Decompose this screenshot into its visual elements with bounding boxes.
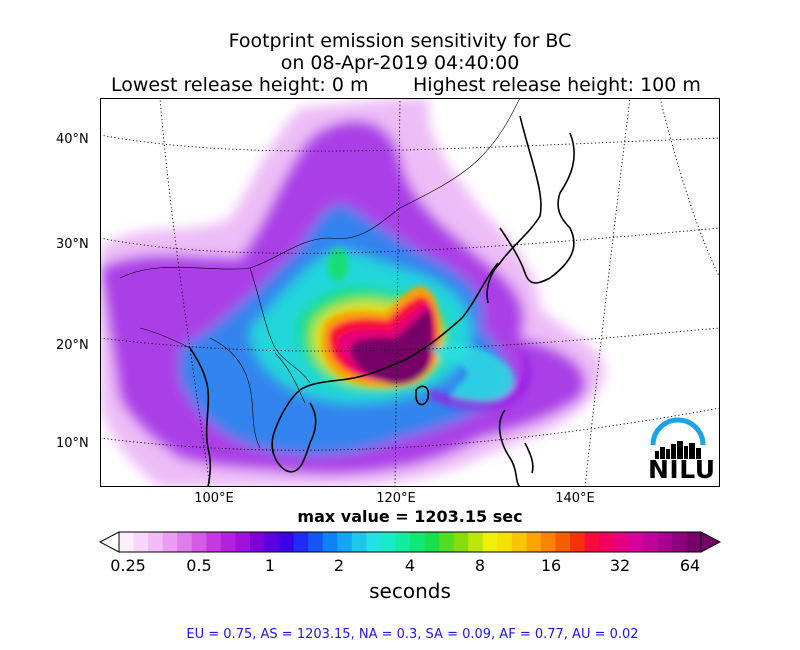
- colorbar-tick: 32: [609, 556, 631, 575]
- logo-text: NILU: [648, 455, 716, 484]
- lat-label-40: 40°N: [56, 132, 89, 147]
- colorbar-max-extension: [700, 531, 721, 553]
- colorbar: [99, 531, 721, 553]
- title-line-2: on 08-Apr-2019 04:40:00: [280, 52, 520, 74]
- colorbar-swatch: [279, 532, 294, 552]
- colorbar-swatch: [293, 532, 309, 552]
- colorbar-frame: [118, 531, 702, 553]
- lat-label-30: 30°N: [56, 237, 89, 252]
- colorbar-tick: 64: [679, 556, 701, 575]
- colorbar-tick: 0.25: [110, 556, 146, 575]
- colorbar-swatch: [337, 532, 353, 552]
- graticule: [100, 98, 720, 487]
- colorbar-tick: 2: [333, 556, 345, 575]
- colorbar-swatch: [613, 532, 629, 552]
- country-borders: [119, 98, 521, 449]
- lon-label-100: 100°E: [194, 491, 234, 506]
- colorbar-swatch: [599, 532, 615, 552]
- colorbar-min-extension: [99, 531, 120, 553]
- colorbar-swatch: [453, 532, 469, 552]
- colorbar-tick: 0.5: [186, 556, 212, 575]
- colorbar-swatch: [468, 532, 484, 552]
- colorbar-swatch: [162, 532, 178, 552]
- colorbar-swatch: [410, 532, 425, 552]
- colorbar-swatch: [642, 532, 658, 552]
- colorbar-swatch: [380, 532, 396, 552]
- colorbar-swatch: [671, 532, 687, 552]
- region-values: EU = 0.75, AS = 1203.15, NA = 0.3, SA = …: [186, 627, 639, 642]
- colorbar-swatch: [119, 532, 134, 552]
- colorbar-swatch: [264, 532, 280, 552]
- lon-label-140: 140°E: [555, 491, 595, 506]
- colorbar-swatch: [555, 532, 571, 552]
- colorbar-swatch: [686, 532, 702, 552]
- colorbar-tick: 1: [264, 556, 276, 575]
- colorbar-swatch: [511, 532, 527, 552]
- colorbar-swatch: [206, 532, 222, 552]
- colorbar-swatch: [657, 532, 673, 552]
- colorbar-tick: 4: [404, 556, 416, 575]
- colorbar-swatch: [526, 532, 542, 552]
- colorbar-unit: seconds: [369, 579, 451, 603]
- colorbar-swatch: [351, 532, 367, 552]
- colorbar-swatch: [540, 532, 556, 552]
- lat-label-20: 20°N: [56, 338, 89, 353]
- title-line-1: Footprint emission sensitivity for BC: [228, 30, 572, 52]
- colorbar-swatch: [570, 532, 585, 552]
- coastlines: [189, 115, 575, 487]
- colorbar-swatch: [177, 532, 193, 552]
- colorbar-tick: 16: [540, 556, 562, 575]
- colorbar-tick: 8: [474, 556, 486, 575]
- release-height-high: Highest release height: 100 m: [413, 74, 701, 96]
- max-value: max value = 1203.15 sec: [297, 507, 523, 526]
- colorbar-swatch: [235, 532, 251, 552]
- colorbar-swatch: [497, 532, 513, 552]
- footprint-map: [100, 98, 720, 487]
- colorbar-swatch: [308, 532, 324, 552]
- colorbar-swatch: [148, 532, 164, 552]
- release-height-low: Lowest release height: 0 m: [111, 74, 369, 96]
- colorbar-swatch: [133, 532, 149, 552]
- lon-label-120: 120°E: [376, 491, 416, 506]
- colorbar-swatch: [220, 532, 236, 552]
- colorbar-swatch: [628, 532, 644, 552]
- colorbar-swatch: [249, 532, 265, 552]
- colorbar-swatch: [482, 532, 498, 552]
- colorbar-swatch: [439, 532, 455, 552]
- colorbar-swatch: [366, 532, 382, 552]
- colorbar-swatch: [322, 532, 338, 552]
- colorbar-swatch: [424, 532, 440, 552]
- nilu-logo-icon: [650, 417, 706, 459]
- lat-label-10: 10°N: [56, 436, 89, 451]
- colorbar-swatch: [395, 532, 411, 552]
- colorbar-swatch: [584, 532, 600, 552]
- colorbar-swatch: [191, 532, 207, 552]
- plume-core: [321, 286, 533, 412]
